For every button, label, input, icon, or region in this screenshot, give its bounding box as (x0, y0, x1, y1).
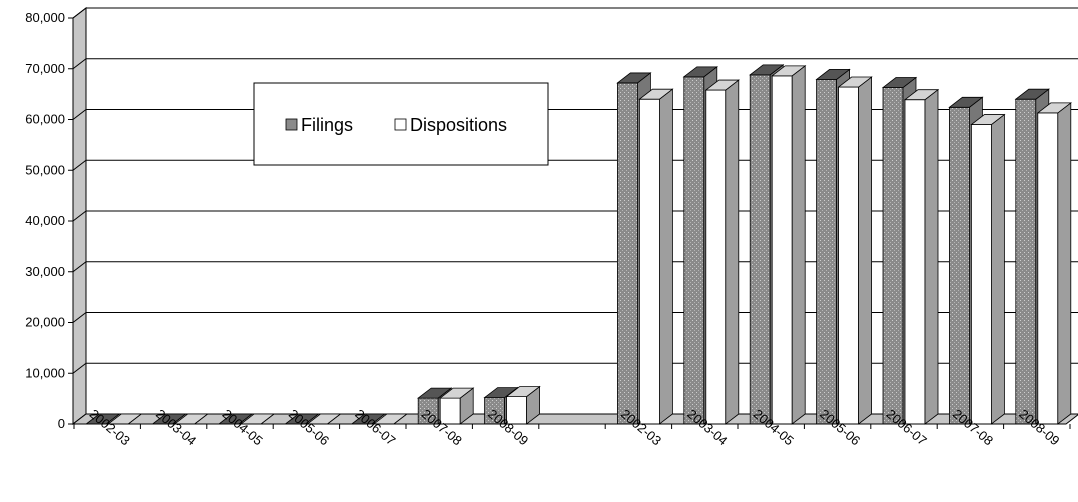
bar-dispositions-1-1 (704, 79, 740, 425)
y-tick-label: 10,000 (25, 365, 65, 380)
legend: Filings Dispositions (253, 82, 549, 166)
y-tick-label: 0 (58, 416, 65, 431)
bar-dispositions-1-2-front (771, 75, 793, 425)
y-tick-label: 80,000 (25, 10, 65, 25)
bar-filings-1-4-top (881, 77, 918, 88)
bar-filings-1-3-front (816, 79, 837, 425)
bar-dispositions-1-4 (903, 88, 940, 425)
bar-dispositions-1-2-top (771, 65, 807, 77)
bar-dispositions-1-0 (638, 88, 674, 425)
gridline-side (72, 7, 87, 19)
bar-filings-1-1-top (682, 66, 718, 78)
bar-dispositions-1-4-top (903, 89, 940, 101)
bar-filings-1-0-front (617, 82, 638, 425)
bar-dispositions-1-0-front (639, 98, 660, 425)
bar-filings-1-1-front (683, 76, 705, 425)
bar-dispositions-1-1-top (704, 79, 740, 91)
bar-dispositions-1-1-side (725, 79, 740, 425)
bar-filings-1-5-front (949, 106, 970, 425)
bar-dispositions-0-5-top (439, 387, 475, 399)
bar-dispositions-1-0-top (638, 88, 674, 100)
bar-dispositions-1-3-front (838, 86, 859, 425)
bar-dispositions-1-5-front (971, 124, 992, 425)
y-tick-label: 60,000 (25, 112, 65, 127)
y-axis: 0 10,000 20,000 30,000 40,000 50,000 60,000 70,… (25, 10, 74, 431)
gridline-side (72, 312, 87, 323)
y-tick-label: 70,000 (25, 61, 65, 76)
bar-dispositions-1-3-side (858, 76, 872, 425)
gridline-side (72, 58, 87, 70)
bar-dispositions-1-6-top (1036, 102, 1072, 114)
legend-label-dispositions: Dispositions (410, 115, 507, 135)
y-tick-label: 50,000 (25, 162, 65, 177)
y-tick-label: 20,000 (25, 315, 65, 330)
bar-filings-0-5-top (417, 387, 453, 399)
bar-dispositions-1-5-side (991, 113, 1005, 425)
bar-dispositions-0-6 (505, 385, 541, 425)
bar-dispositions-1-5-top (970, 114, 1006, 125)
bar-filings-1-5-top (948, 96, 984, 108)
bar-dispositions-1-6 (1036, 102, 1072, 425)
bar-filings-1-6-top (1014, 88, 1050, 100)
bar-filings-1-2-top (749, 64, 785, 76)
bar-dispositions-1-4-front (904, 99, 926, 425)
bar-filings-1-3-top (815, 69, 851, 80)
bar-filings-1-2-front (749, 74, 771, 425)
bar-dispositions-1-4-side (924, 88, 939, 425)
legend-swatch-filings (285, 118, 298, 131)
y-tick-label: 30,000 (25, 264, 65, 279)
bar-dispositions-1-0-side (659, 88, 673, 425)
bar-filings-0-6-top (483, 387, 519, 399)
gridline-side (72, 159, 87, 171)
bar-dispositions-1-6-side (1057, 102, 1072, 425)
y-tick-label: 40,000 (25, 213, 65, 228)
bar-dispositions-1-3-top (837, 76, 873, 88)
bar-dispositions-1-2-side (791, 65, 806, 425)
bar-dispositions-1-2 (771, 65, 807, 425)
bar-filings-1-6-front (1015, 98, 1037, 425)
bar-dispositions-0-5 (439, 387, 475, 425)
bars (85, 64, 1072, 425)
gridline-side (72, 261, 87, 273)
gridline-side (72, 362, 87, 374)
bar-dispositions-1-5 (970, 113, 1006, 425)
bar-dispositions-1-3 (837, 76, 873, 425)
bar-dispositions-0-6-top (505, 386, 541, 397)
legend-swatch-dispositions (394, 118, 407, 131)
legend-label-filings: Filings (301, 115, 353, 135)
bar-dispositions-1-6-front (1037, 112, 1059, 425)
bar-filings-1-4-front (882, 87, 904, 425)
bar-dispositions-1-1-front (705, 89, 727, 425)
gridline-side (72, 109, 87, 120)
bar-filings-1-0-top (616, 72, 652, 84)
gridline-side (72, 210, 87, 222)
